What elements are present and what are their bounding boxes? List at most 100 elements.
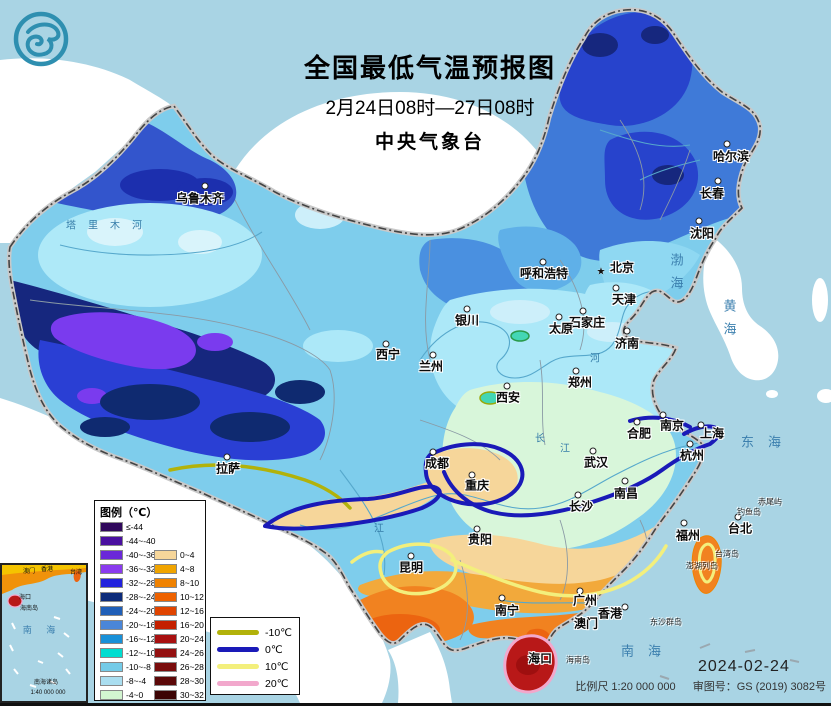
city-marker	[623, 327, 631, 335]
legend-row: 4~8	[154, 562, 204, 576]
isotherm-label: 10℃	[265, 660, 289, 673]
legend-range-label: 4~8	[180, 564, 195, 574]
legend-row: 0~4	[154, 548, 204, 562]
scale-text: 比例尺 1:20 000 000	[575, 681, 676, 693]
city-marker	[429, 351, 437, 359]
legend-range-label: -44~-40	[126, 536, 156, 546]
inset-map	[2, 565, 86, 688]
sea-name-label: 渤海	[668, 253, 684, 299]
isotherm-lines	[168, 415, 721, 598]
legend-row: 28~30	[154, 674, 204, 688]
legend-row: -20~-16	[100, 618, 156, 632]
legend-swatch	[100, 648, 123, 658]
legend-range-label: -4~0	[126, 690, 144, 700]
legend-row: -12~-10	[100, 646, 156, 660]
city-label: 广州	[572, 593, 598, 608]
city-marker	[695, 217, 703, 225]
city-label: 石家庄	[568, 315, 606, 330]
city-label: 南宁	[494, 603, 520, 618]
city-marker	[572, 367, 580, 375]
legend-row: 20~24	[154, 632, 204, 646]
legend-swatch	[154, 620, 177, 630]
legend-range-label: 8~10	[180, 578, 200, 588]
river-label: 江	[560, 443, 570, 455]
logo-ring	[13, 11, 69, 67]
river-label: 河	[590, 353, 600, 365]
legend-swatch	[100, 564, 123, 574]
city-marker	[659, 411, 667, 419]
legend-range-label: 20~24	[180, 634, 204, 644]
city-label: 济南	[614, 336, 640, 351]
inset-label: 海南岛	[19, 606, 39, 612]
city-label: 南京	[659, 418, 685, 433]
province-borders	[29, 119, 691, 641]
city-label: 上海	[699, 426, 725, 441]
city-marker	[407, 552, 415, 560]
legend-swatch	[154, 676, 177, 686]
city-marker	[463, 305, 471, 313]
inset-label: 南海诸岛	[33, 680, 59, 686]
isotherm-line-swatch	[217, 630, 259, 635]
legend-swatch	[154, 662, 177, 672]
city-marker	[429, 448, 437, 456]
city-label: 香港	[597, 606, 623, 621]
legend-swatch	[100, 550, 123, 560]
legend-row: -44~-40	[100, 534, 156, 548]
temperature-legend: 图例（℃） ≤-44 -44~-40 -40~-36 -36~-32 -32~-28 -2…	[94, 500, 206, 701]
south-china-sea-inset: 澳门 香港 台湾 海口 海南岛南 海南海诸岛 1:40 000 000	[0, 563, 88, 703]
isotherm-line-swatch	[217, 681, 259, 686]
legend-swatch	[100, 522, 123, 532]
hainan-island	[503, 634, 558, 694]
city-marker	[574, 491, 582, 499]
legend-swatch	[100, 690, 123, 700]
legend-range-label: 26~28	[180, 662, 204, 672]
city-marker	[621, 603, 629, 611]
city-marker	[697, 421, 705, 429]
legend-row: 24~26	[154, 646, 204, 660]
legend-row: 10~12	[154, 590, 204, 604]
legend-row: 26~28	[154, 660, 204, 674]
legend-row: 16~20	[154, 618, 204, 632]
city-label: 台北	[727, 521, 753, 536]
legend-swatch	[154, 550, 177, 560]
legend-range-label: -40~-36	[126, 550, 156, 560]
sea-name-label: 黄海	[721, 299, 737, 345]
island-label: 台湾岛	[715, 549, 739, 559]
city-label: 昆明	[398, 560, 424, 575]
city-marker	[576, 587, 584, 595]
legend-title: 图例（℃）	[100, 507, 158, 519]
city-marker	[473, 525, 481, 533]
legend-range-label: ≤-44	[126, 522, 143, 532]
page-title: 全国最低气温预报图	[303, 53, 556, 83]
legend-row: ≤-44	[100, 520, 156, 534]
legend-row: 30~32	[154, 688, 204, 702]
legend-row: -24~-20	[100, 604, 156, 618]
legend-row: -4~0	[100, 688, 156, 702]
city-marker	[503, 382, 511, 390]
legend-swatch	[154, 592, 177, 602]
city-label: 乌鲁木齐	[175, 191, 225, 206]
legend-swatch	[100, 578, 123, 588]
isotherm-row: -10℃	[217, 624, 299, 641]
sea-name-label: 东海	[740, 434, 796, 450]
legend-row: 12~16	[154, 604, 204, 618]
river-label: 长	[535, 433, 545, 445]
city-marker	[589, 447, 597, 455]
forecast-period: 2月24日08时—27日08时	[325, 98, 535, 119]
isotherm-label: 20℃	[265, 677, 289, 690]
legend-warm-column: 0~4 4~8 8~10 10~12 12~16 16~20 20~24 24~26 26~28…	[154, 548, 204, 702]
legend-range-label: -8~-4	[126, 676, 147, 686]
legend-range-label: -24~-20	[126, 606, 156, 616]
city-marker	[201, 182, 209, 190]
city-label: 长沙	[568, 499, 594, 514]
legend-range-label: 28~30	[180, 676, 204, 686]
legend-row: 8~10	[154, 576, 204, 590]
island-label: 钓鱼岛	[737, 507, 761, 517]
island-label: 澎湖列岛	[686, 561, 718, 571]
legend-range-label: 0~4	[180, 550, 195, 560]
city-marker	[223, 453, 231, 461]
sea-boundary-dashes	[659, 643, 800, 680]
city-label: 澳门	[573, 616, 599, 631]
city-marker	[468, 471, 476, 479]
